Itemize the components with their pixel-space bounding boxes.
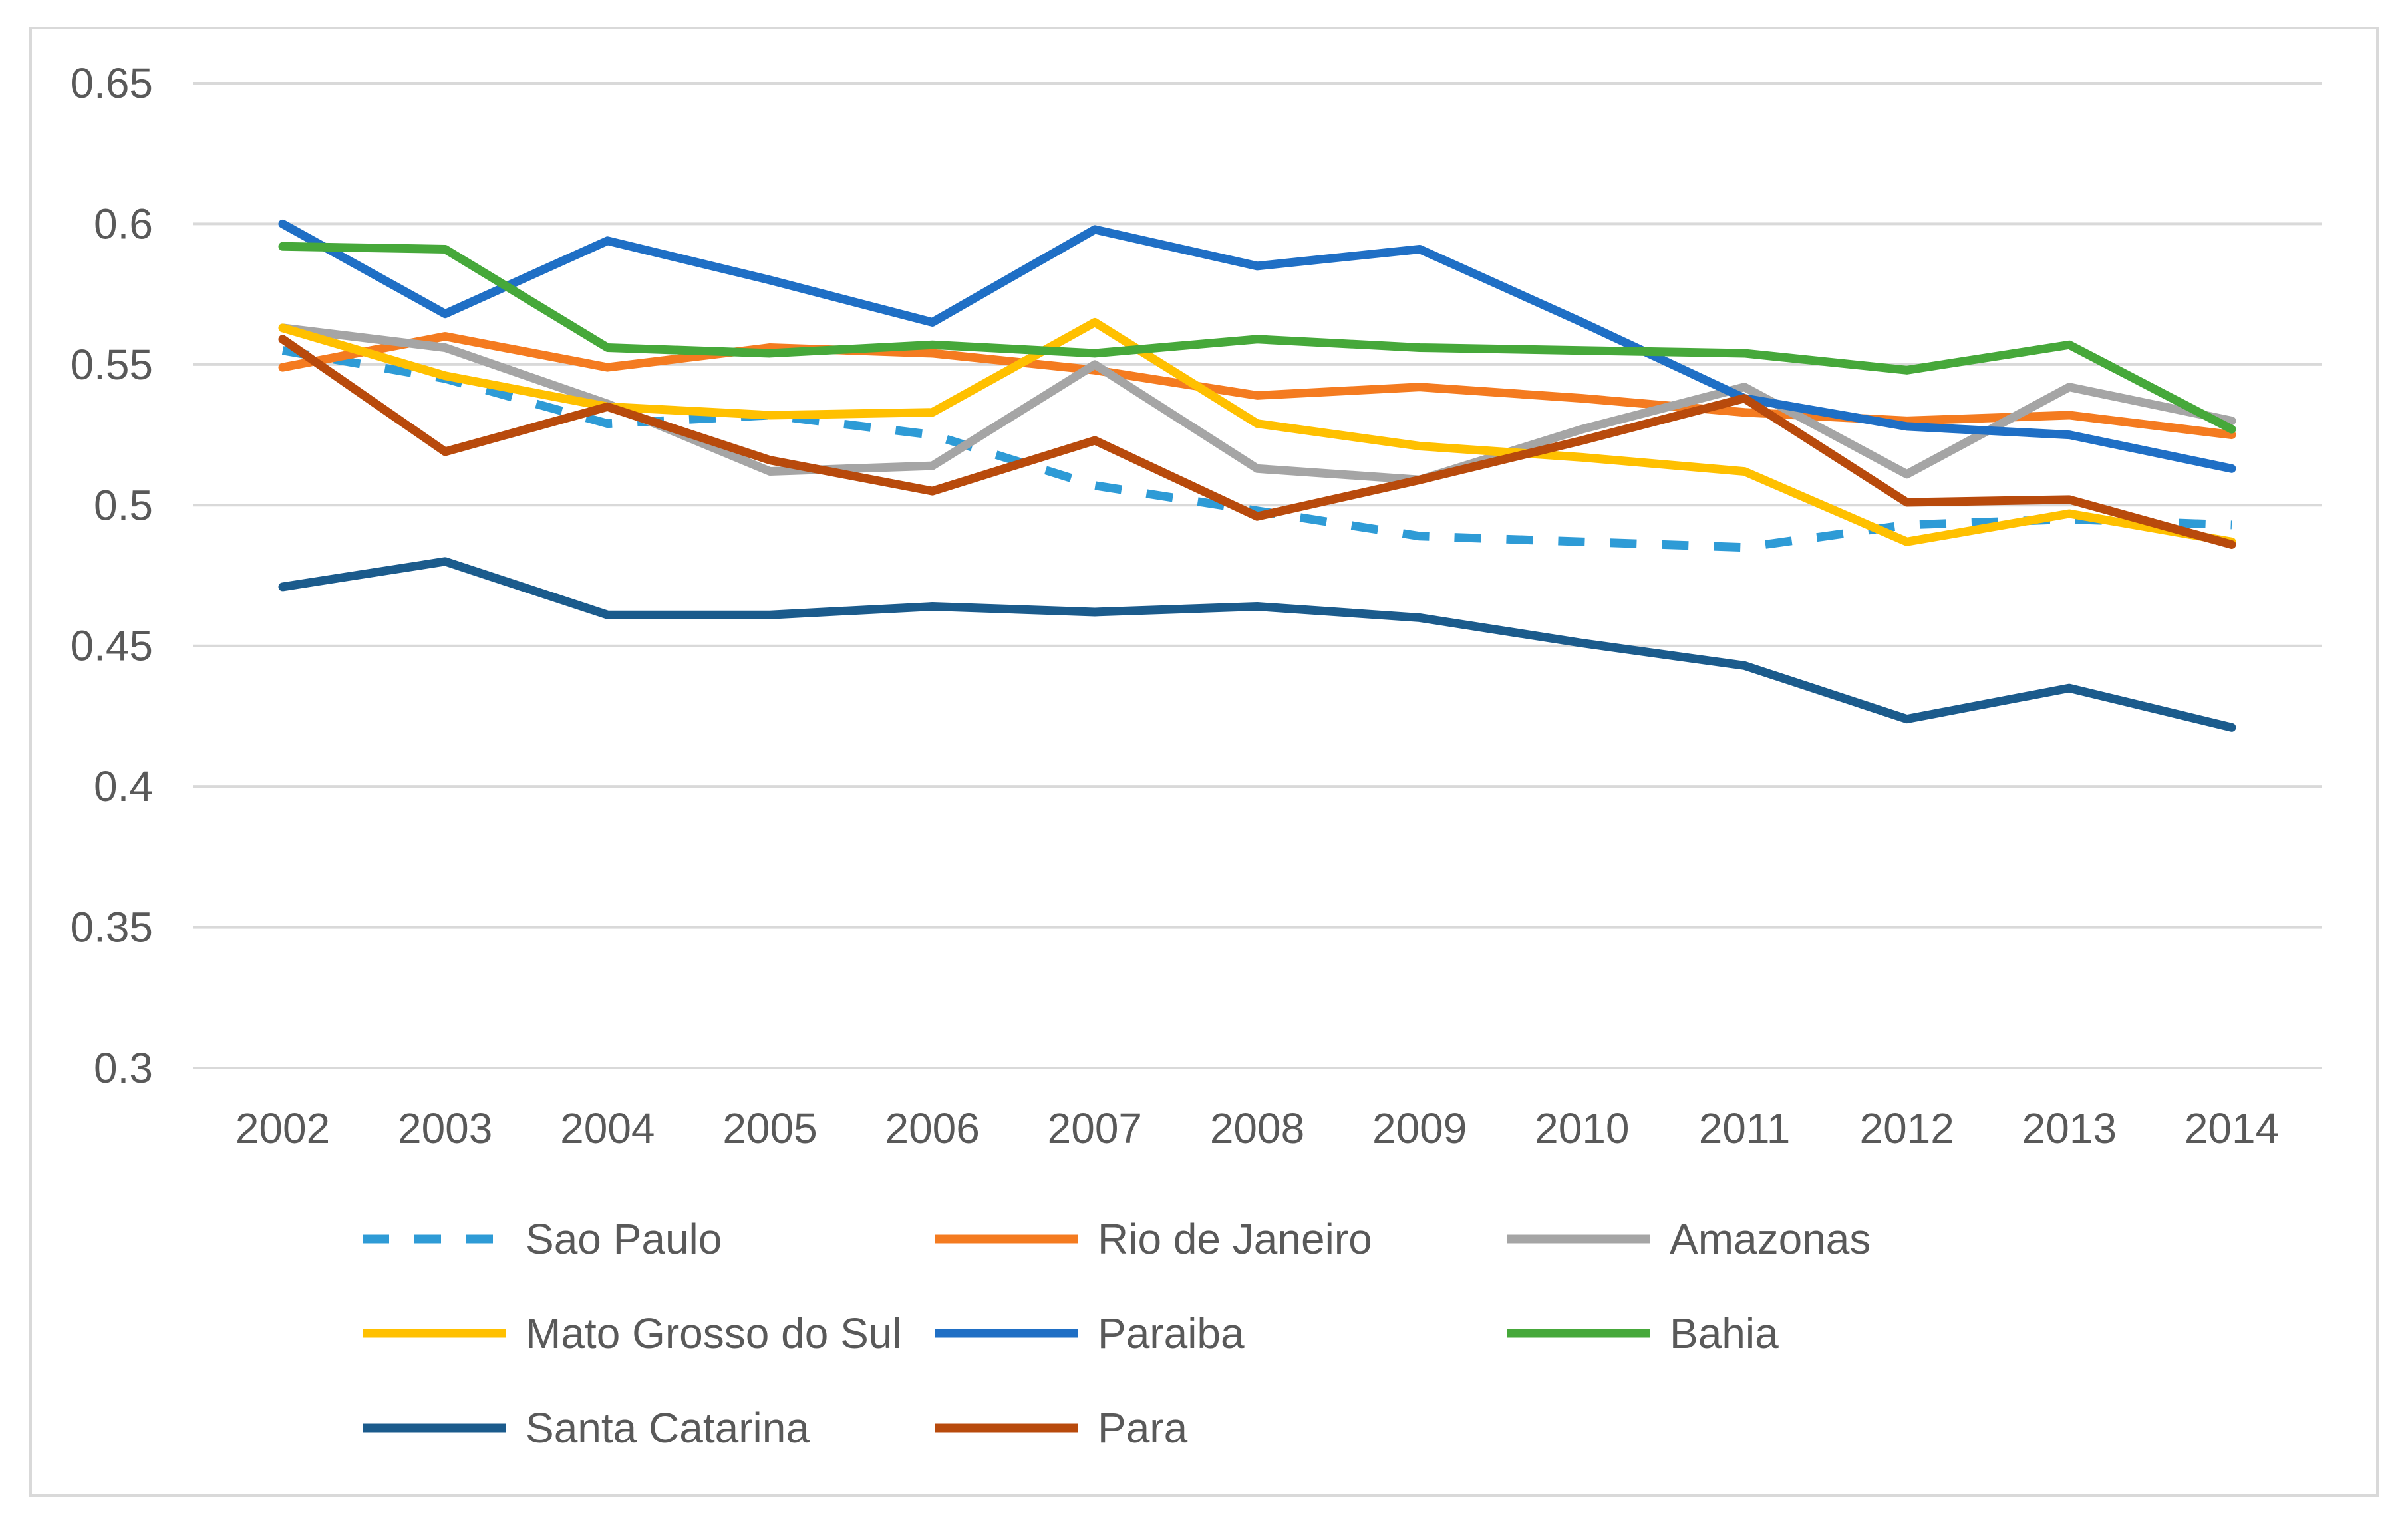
- legend-label: Sao Paulo: [526, 1215, 722, 1263]
- series-line-rio-de-janeiro: [278, 332, 2236, 440]
- series-line-paraiba: [278, 219, 2236, 473]
- legend-item: Bahia: [1507, 1309, 1779, 1357]
- legend-label: Santa Catarina: [526, 1404, 810, 1452]
- y-axis-tick-labels: 0.3 0.35 0.4 0.45 0.5 0.55 0.6 0.65: [70, 59, 153, 1092]
- x-tick-label: 2006: [885, 1104, 979, 1152]
- x-tick-label: 2003: [398, 1104, 492, 1152]
- series-lines: [278, 219, 2236, 732]
- x-tick-label: 2008: [1210, 1104, 1304, 1152]
- x-tick-label: 2012: [1859, 1104, 1954, 1152]
- x-tick-label: 2010: [1535, 1104, 1629, 1152]
- y-tick-label: 0.4: [94, 762, 153, 810]
- legend-item: Santa Catarina: [363, 1404, 810, 1452]
- legend-label: Rio de Janeiro: [1098, 1215, 1372, 1263]
- y-tick-label: 0.6: [94, 200, 153, 248]
- legend-label: Bahia: [1670, 1309, 1779, 1357]
- legend-item: Mato Grosso do Sul: [363, 1309, 902, 1357]
- x-tick-label: 2009: [1372, 1104, 1467, 1152]
- y-tick-label: 0.45: [70, 622, 153, 670]
- y-tick-label: 0.65: [70, 59, 153, 107]
- legend-item: Amazonas: [1507, 1215, 1871, 1263]
- y-tick-label: 0.35: [70, 904, 153, 951]
- legend-item: Paraiba: [935, 1309, 1245, 1357]
- legend-label: Paraiba: [1098, 1309, 1245, 1357]
- x-axis-tick-labels: 2002 2003 2004 2005 2006 2007 2008 2009 2010 2011…: [235, 1104, 2279, 1152]
- series-line-para: [278, 335, 2236, 549]
- series-line-sao-paulo: [281, 346, 2232, 552]
- series-line-bahia: [278, 242, 2236, 434]
- chart-frame: [29, 27, 2379, 1497]
- legend-item: Sao Paulo: [363, 1215, 722, 1263]
- legend: Sao Paulo Rio de Janeiro Amazonas Mato Gros…: [363, 1215, 1871, 1452]
- x-tick-label: 2002: [235, 1104, 330, 1152]
- gridlines: [193, 82, 2322, 1069]
- legend-label: Para: [1098, 1404, 1188, 1452]
- legend-item: Para: [935, 1404, 1188, 1452]
- x-tick-label: 2014: [2184, 1104, 2279, 1152]
- y-tick-label: 0.5: [94, 481, 153, 529]
- y-tick-label: 0.55: [70, 341, 153, 389]
- x-tick-label: 2011: [1699, 1104, 1791, 1152]
- x-tick-label: 2004: [560, 1104, 655, 1152]
- series-line-santa-catarina: [278, 557, 2236, 732]
- x-tick-label: 2005: [722, 1104, 817, 1152]
- x-tick-label: 2013: [2022, 1104, 2117, 1152]
- x-tick-label: 2007: [1048, 1104, 1142, 1152]
- y-tick-label: 0.3: [94, 1044, 153, 1092]
- legend-label: Mato Grosso do Sul: [526, 1309, 902, 1357]
- legend-label: Amazonas: [1670, 1215, 1871, 1263]
- legend-item: Rio de Janeiro: [935, 1215, 1372, 1263]
